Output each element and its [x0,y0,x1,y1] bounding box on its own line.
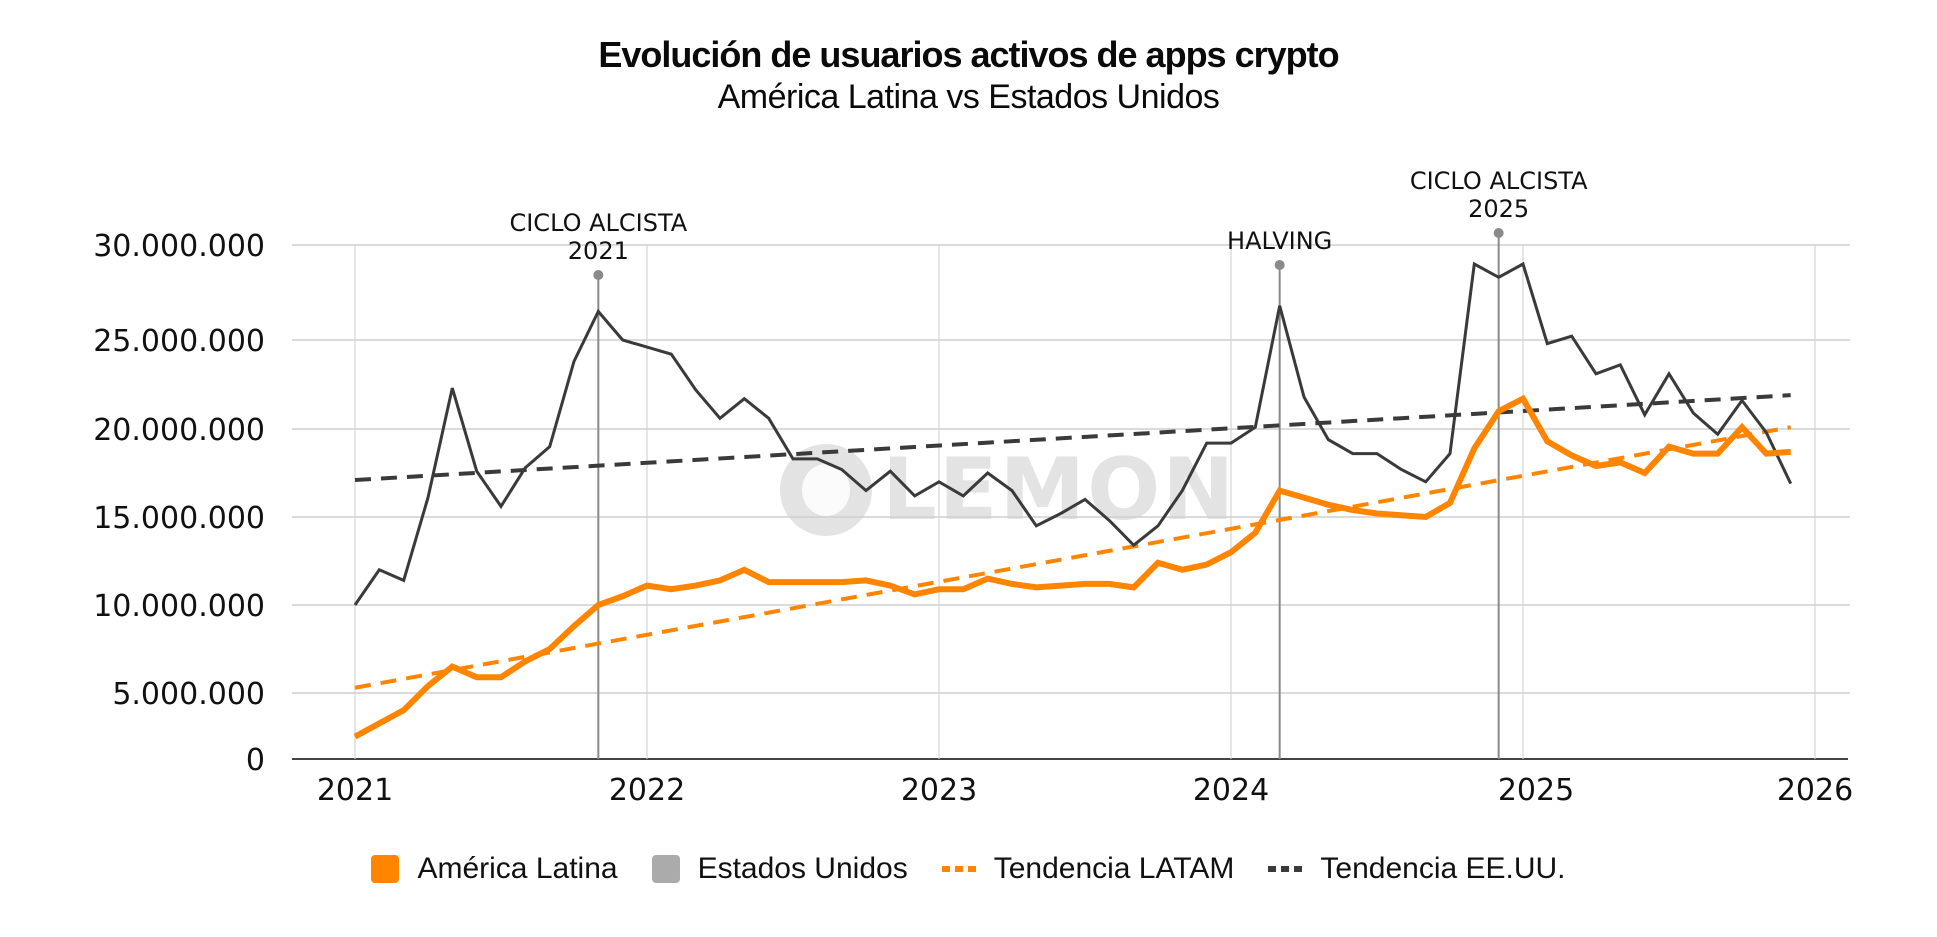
annotation-label: CICLO ALCISTA [1410,167,1588,195]
legend-dash-icon [1268,866,1303,872]
annotation-label: 2025 [1468,195,1529,223]
x-tick-label: 2026 [1777,773,1853,808]
y-tick-label: 25.000.000 [93,324,265,359]
legend-swatch-icon [371,855,400,883]
series-line-estados-unidos [353,261,1793,606]
watermark-text: LEMON [882,440,1237,540]
legend-item: Estados Unidos [651,852,908,886]
x-tick-label: 2025 [1498,773,1574,808]
annotation-dot [1493,228,1504,238]
y-tick-label: 10.000.000 [93,589,265,624]
annotation-label: 2021 [568,237,629,265]
annotation-label: HALVING [1227,227,1332,255]
legend-label: Tendencia LATAM [993,852,1235,885]
annotation-dot [1274,260,1285,270]
legend-label: Tendencia EE.UU. [1320,852,1566,885]
y-tick-label: 15.000.000 [93,501,265,536]
chart-subtitle: América Latina vs Estados Unidos [717,78,1220,116]
y-tick-label: 30.000.000 [93,229,265,264]
legend-label: Estados Unidos [697,852,908,885]
annotation-label: CICLO ALCISTA [509,209,687,237]
x-tick-label: 2024 [1193,773,1269,808]
trend-line-us [354,393,1791,483]
series-line-america-latina [353,394,1791,740]
legend-label: América Latina [417,852,618,885]
y-tick-label: 5.000.000 [112,677,265,712]
grid [292,244,1850,760]
y-tick-label: 0 [246,743,265,778]
y-axis: 0 5.000.000 10.000.000 15.000.000 20.000.000… [93,229,265,778]
legend-swatch-icon [651,855,680,883]
trend-lines [354,393,1792,690]
legend-dash-icon [941,866,976,872]
y-tick-label: 20.000.000 [93,413,265,448]
trend-line-latam [354,425,1792,690]
x-tick-label: 2022 [609,773,685,808]
legend: América Latina Estados Unidos Tendencia LA… [0,852,1937,886]
legend-item: Tendencia LATAM [941,852,1235,886]
watermark: LEMON [780,440,1236,540]
series-lines [353,261,1793,740]
annotation-dot [593,270,604,280]
x-tick-label: 2021 [317,773,393,808]
x-tick-label: 2023 [901,773,977,808]
legend-item: Tendencia EE.UU. [1268,852,1566,886]
chart-title: Evolución de usuarios activos de apps cr… [598,34,1339,75]
x-axis: 2021 2022 2023 2024 2025 2026 [317,773,1853,808]
legend-item: América Latina [371,852,618,886]
